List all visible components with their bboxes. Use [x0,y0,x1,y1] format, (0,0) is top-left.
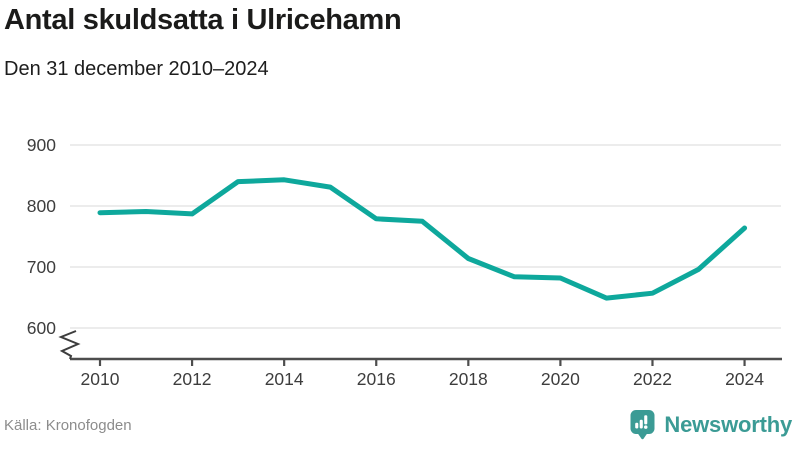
page-subtitle: Den 31 december 2010–2024 [4,58,269,80]
source-credit: Källa: Kronofogden [4,416,132,434]
y-tick-label: 900 [27,135,56,155]
x-tick-label: 2020 [541,369,580,389]
x-axis: 2010 2012 2014 2016 2018 2020 2022 2024 [70,357,782,389]
brand-name: Newsworthy [664,412,792,437]
bar-chart-glyph [635,415,648,429]
newsworthy-logo: Newsworthy [630,409,792,441]
y-axis-labels: 600 700 800 900 [27,135,56,338]
newsworthy-logo-icon [630,410,655,440]
footer: Källa: Kronofogden Newsworthy [0,404,800,446]
x-tick-label: 2024 [725,369,764,389]
gridlines [70,144,781,329]
y-tick-label: 600 [27,318,56,338]
x-tick-label: 2016 [357,369,396,389]
page-title: Antal skuldsatta i Ulricehamn [4,4,402,36]
x-tick-label: 2014 [265,369,304,389]
line-chart: 600 700 800 900 2010 2012 2014 2016 2018 2020 202… [27,135,782,389]
axis-break-icon [58,330,81,360]
data-line [97,177,748,301]
y-tick-label: 800 [27,196,56,216]
x-tick-label: 2022 [633,369,672,389]
x-tick-label: 2012 [173,369,212,389]
y-tick-label: 700 [27,257,56,277]
x-tick-label: 2010 [81,369,120,389]
x-tick-label: 2018 [449,369,488,389]
